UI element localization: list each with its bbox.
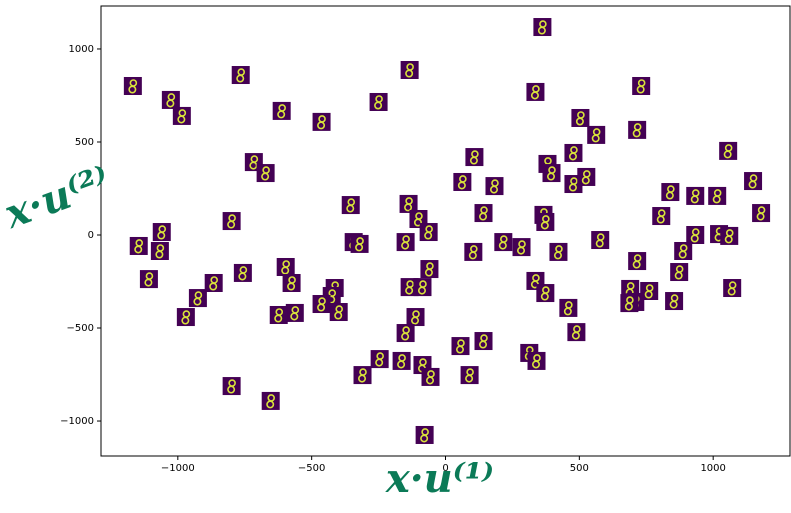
- digit-thumbnail: [744, 172, 762, 190]
- digit-thumbnail: [526, 83, 544, 101]
- digit-thumbnail: [270, 306, 288, 324]
- x-tick-label: 500: [570, 463, 589, 474]
- digit-thumbnail: [262, 392, 280, 410]
- digit-thumbnail: [620, 294, 638, 312]
- digit-thumbnail: [652, 207, 670, 225]
- digit-thumbnail: [130, 237, 148, 255]
- digit-thumbnail: [464, 243, 482, 261]
- digit-thumbnail: [277, 258, 295, 276]
- digit-thumbnail: [177, 308, 195, 326]
- digit-thumbnail: [670, 263, 688, 281]
- digit-thumbnail: [330, 303, 348, 321]
- digit-thumbnail: [420, 260, 438, 278]
- digit-thumbnail: [151, 242, 169, 260]
- digit-thumbnail: [719, 142, 737, 160]
- digit-thumbnail: [283, 274, 301, 292]
- digit-thumbnail: [628, 252, 646, 270]
- digit-thumbnail: [559, 299, 577, 317]
- x-tick-label: 1000: [700, 463, 725, 474]
- digit-thumbnail: [371, 350, 389, 368]
- x-axis-label: x·u⁽¹⁾: [385, 455, 494, 502]
- y-tick-label: −1000: [60, 416, 94, 427]
- digit-thumbnail: [665, 292, 683, 310]
- y-tick-label: 1000: [69, 44, 94, 55]
- digit-thumbnail: [189, 289, 207, 307]
- marks: [124, 18, 770, 444]
- digit-thumbnail: [564, 144, 582, 162]
- digit-thumbnail: [475, 204, 493, 222]
- digit-thumbnail: [205, 274, 223, 292]
- digit-thumbnail: [533, 18, 551, 36]
- digit-thumbnail: [752, 204, 770, 222]
- digit-thumbnail: [257, 164, 275, 182]
- digit-thumbnail: [543, 164, 561, 182]
- y-axis-label: x·u⁽²⁾: [0, 157, 116, 239]
- digit-thumbnail: [723, 279, 741, 297]
- y-tick-label: 0: [88, 230, 94, 241]
- digit-thumbnail: [591, 231, 609, 249]
- digit-thumbnail: [536, 284, 554, 302]
- digit-thumbnail: [451, 337, 469, 355]
- digit-thumbnail: [401, 61, 419, 79]
- digit-thumbnail: [370, 93, 388, 111]
- digit-thumbnail: [223, 377, 241, 395]
- digit-thumbnail: [162, 91, 180, 109]
- x-tick-label: −1000: [161, 463, 195, 474]
- digit-thumbnail: [720, 227, 738, 245]
- digit-thumbnail: [485, 177, 503, 195]
- digit-thumbnail: [461, 366, 479, 384]
- digit-thumbnail: [632, 77, 650, 95]
- digit-thumbnail: [223, 212, 241, 230]
- digit-thumbnail: [273, 102, 291, 120]
- digit-thumbnail: [536, 213, 554, 231]
- digit-thumbnail: [234, 264, 252, 282]
- x-tick-label: 0: [442, 463, 448, 474]
- digit-thumbnail: [571, 109, 589, 127]
- digit-thumbnail: [354, 366, 372, 384]
- digit-thumbnail: [397, 233, 415, 251]
- digit-thumbnail: [549, 243, 567, 261]
- digit-thumbnail: [342, 196, 360, 214]
- digit-thumbnail: [528, 352, 546, 370]
- digit-thumbnail: [407, 308, 425, 326]
- x-tick-label: −500: [298, 463, 325, 474]
- digit-thumbnail: [313, 295, 331, 313]
- digit-thumbnail: [351, 235, 369, 253]
- digit-thumbnail: [124, 77, 142, 95]
- digit-thumbnail: [628, 121, 646, 139]
- digit-thumbnail: [686, 226, 704, 244]
- digit-thumbnail: [420, 223, 438, 241]
- digit-thumbnail: [173, 107, 191, 125]
- digit-thumbnail: [475, 332, 493, 350]
- chart: x·u⁽¹⁾ x·u⁽²⁾ −1000 −500 0 500 1000 −1000 −500…: [0, 0, 791, 509]
- digit-thumbnail: [567, 323, 585, 341]
- digit-thumbnail: [494, 233, 512, 251]
- digit-thumbnail: [577, 168, 595, 186]
- y-tick-label: 500: [75, 137, 94, 148]
- digit-thumbnail: [674, 242, 692, 260]
- digit-thumbnail: [313, 113, 331, 131]
- digit-thumbnail: [393, 352, 411, 370]
- digit-thumbnail: [397, 324, 415, 342]
- digit-thumbnail: [708, 187, 726, 205]
- digit-thumbnail: [513, 238, 531, 256]
- digit-thumbnail: [140, 270, 158, 288]
- digit-thumbnail: [413, 278, 431, 296]
- digit-thumbnail: [422, 368, 440, 386]
- digit-thumbnail: [286, 304, 304, 322]
- digit-thumbnail: [661, 183, 679, 201]
- digit-thumbnail: [587, 126, 605, 144]
- digit-thumbnail: [453, 173, 471, 191]
- digit-thumbnail: [153, 223, 171, 241]
- digit-thumbnail: [416, 426, 434, 444]
- digit-thumbnail: [465, 148, 483, 166]
- digit-thumbnail: [686, 187, 704, 205]
- y-tick-label: −500: [67, 323, 94, 334]
- digit-thumbnail: [232, 66, 250, 84]
